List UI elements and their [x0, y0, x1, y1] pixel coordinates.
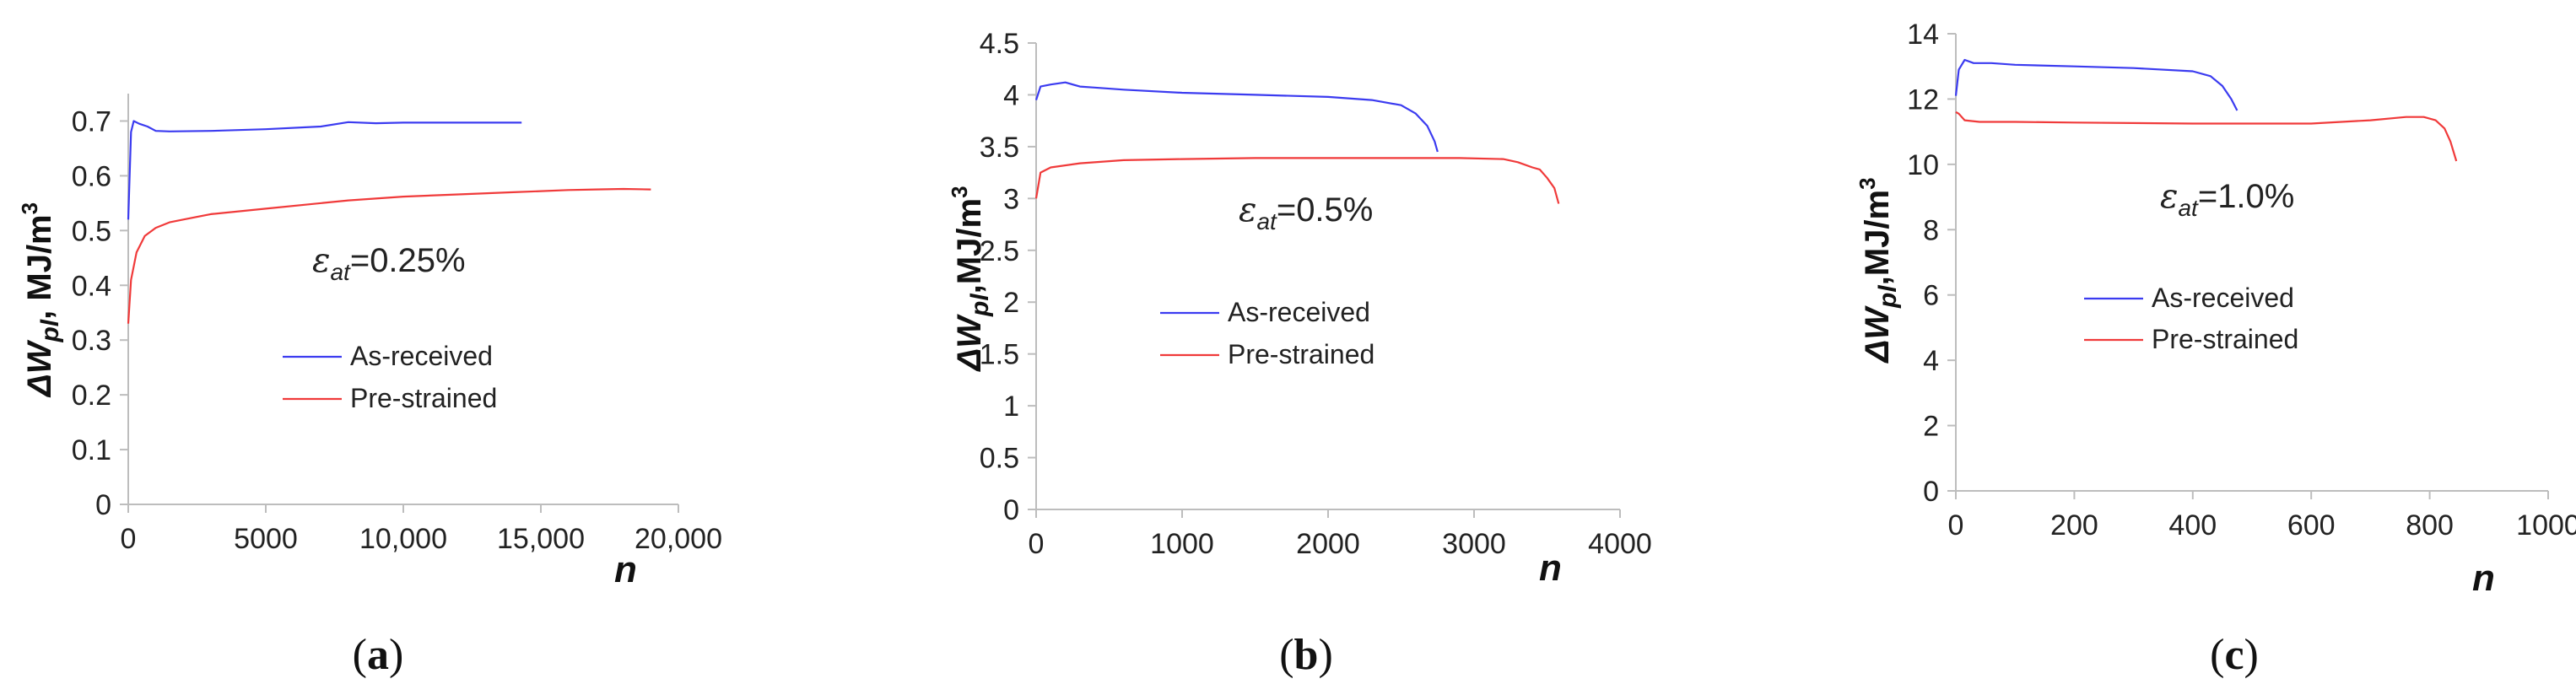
series-line-as-received [1034, 81, 1439, 153]
y-tick-label: 4 [1003, 79, 1019, 111]
y-tick-label: 0 [1003, 494, 1019, 526]
series-line-as-received [1954, 58, 2238, 111]
x-tick-label: 4000 [1588, 528, 1652, 560]
legend-label: Pre-strained [350, 383, 497, 413]
series-line-pre-strained [127, 187, 651, 324]
y-tick-label: 8 [1923, 214, 1939, 246]
x-axis-label: n [614, 549, 637, 590]
legend-label: As-received [350, 341, 493, 371]
legend-label: Pre-strained [1228, 339, 1374, 369]
y-tick-label: 0.7 [72, 105, 111, 137]
y-tick-label: 3.5 [980, 132, 1019, 164]
y-tick-label: 10 [1907, 149, 1939, 181]
x-tick-label: 1000 [1150, 528, 1214, 560]
y-tick-label: 0 [1923, 476, 1939, 508]
strain-annotation: εat=1.0% [2160, 177, 2294, 221]
series-line-pre-strained [1034, 157, 1560, 204]
y-axis-label: ΔWpl,MJ/m3 [947, 186, 994, 372]
legend-label: Pre-strained [2152, 324, 2298, 354]
y-tick-label: 0.5 [980, 443, 1019, 475]
y-tick-label: 12 [1907, 84, 1939, 116]
y-tick-label: 0.1 [72, 434, 111, 466]
y-tick-label: 2 [1923, 411, 1939, 443]
y-tick-label: 0.2 [72, 380, 111, 412]
x-axis-label: n [1539, 547, 1562, 589]
y-tick-label: 0.6 [72, 160, 111, 192]
x-tick-label: 5000 [234, 523, 298, 555]
x-tick-label: 600 [2287, 509, 2336, 541]
x-tick-label: 0 [1948, 509, 1964, 541]
x-axis-label: n [2472, 558, 2495, 599]
chart-panel-c: 0 2 4 6 8 10 12 14 0 200 400 600 800 1000 As-received P… [1855, 19, 2576, 679]
strain-annotation: εat=0.5% [1239, 191, 1373, 234]
y-tick-label: 0.4 [72, 270, 111, 302]
y-tick-label: 1 [1003, 391, 1019, 423]
x-tick-label: 200 [2050, 509, 2098, 541]
y-tick-label: 2.5 [980, 235, 1019, 267]
y-tick-label: 1.5 [980, 339, 1019, 371]
x-tick-label: 20,000 [635, 523, 722, 555]
y-tick-label: 4.5 [980, 28, 1019, 60]
x-tick-label: 15,000 [497, 523, 585, 555]
legend-label: As-received [1228, 297, 1370, 327]
panel-caption: (a) [353, 631, 404, 679]
x-tick-label: 2000 [1296, 528, 1360, 560]
x-tick-label: 400 [2168, 509, 2217, 541]
chart-panel-a: 0 0.1 0.2 0.3 0.4 0.5 0.6 0.7 0 5000 10,000 15,000 2… [17, 94, 722, 679]
y-tick-label: 4 [1923, 345, 1939, 377]
y-tick-label: 0.5 [72, 215, 111, 247]
y-axis-label: ΔWpl, MJ/m3 [17, 202, 64, 398]
x-tick-label: 3000 [1442, 528, 1506, 560]
series-line-as-received [127, 120, 522, 220]
y-tick-label: 0.3 [72, 325, 111, 357]
panel-caption: (b) [1279, 631, 1333, 679]
y-tick-label: 6 [1923, 280, 1939, 312]
x-tick-label: 1000 [2516, 509, 2576, 541]
y-tick-label: 2 [1003, 287, 1019, 319]
x-tick-label: 10,000 [359, 523, 447, 555]
strain-annotation: εat=0.25% [312, 241, 466, 285]
x-tick-label: 0 [121, 523, 137, 555]
legend-label: As-received [2152, 283, 2294, 313]
chart-panel-b: 0 0.5 1 1.5 2 2.5 3 3.5 4 4.5 0 1000 2000 3000 4000 As-… [947, 28, 1652, 679]
series-line-pre-strained [1955, 110, 2458, 162]
y-axis-label: ΔWpl,MJ/m3 [1855, 177, 1902, 364]
y-tick-label: 14 [1907, 19, 1939, 51]
y-tick-label: 3 [1003, 183, 1019, 215]
panel-caption: (c) [2210, 631, 2259, 679]
x-tick-label: 0 [1029, 528, 1045, 560]
x-tick-label: 800 [2406, 509, 2454, 541]
y-tick-label: 0 [95, 489, 111, 521]
